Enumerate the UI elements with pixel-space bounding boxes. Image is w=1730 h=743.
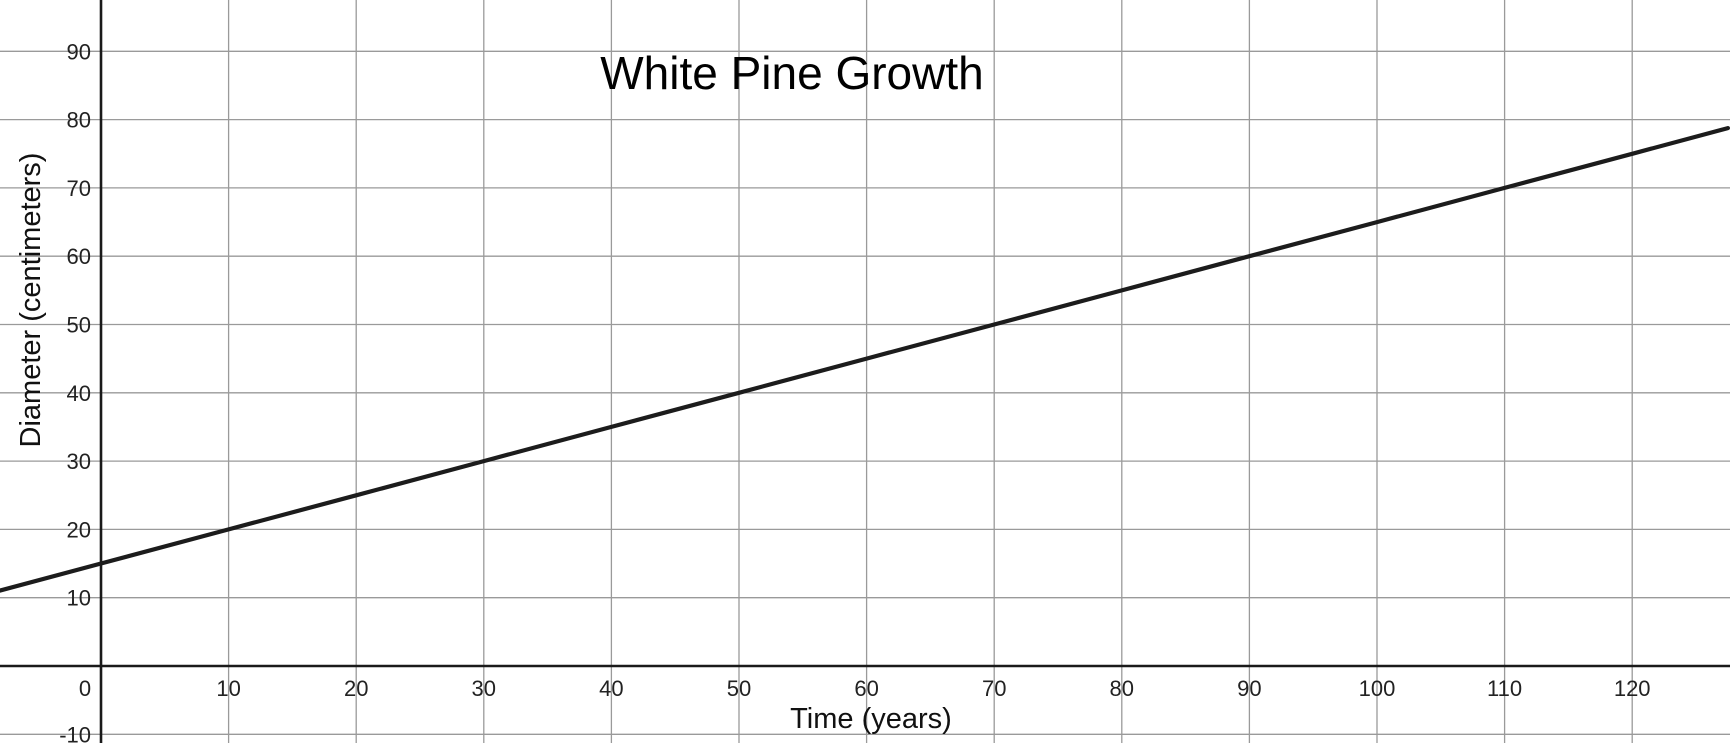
x-tick-label-0: 0	[79, 676, 91, 701]
vertical-gridlines	[227, 0, 1633, 743]
x-tick-label-30: 30	[472, 676, 496, 701]
x-tick-labels: 0 10 20 30 40 50 60 70 80 90 100 110 120	[79, 676, 1651, 701]
x-axis-title: Time (years)	[790, 703, 952, 735]
y-tick-label-50: 50	[67, 313, 91, 338]
horizontal-gridlines	[0, 50, 1730, 735]
chart-title: White Pine Growth	[600, 47, 983, 99]
x-tick-label-110: 110	[1487, 676, 1522, 701]
y-tick-label-40: 40	[67, 381, 91, 406]
x-tick-label-70: 70	[982, 676, 1006, 701]
y-tick-label-70: 70	[67, 176, 91, 201]
series-line-0	[0, 126, 1730, 593]
y-tick-label-60: 60	[67, 244, 91, 269]
x-tick-label-50: 50	[727, 676, 751, 701]
series-group	[0, 126, 1730, 593]
x-tick-label-80: 80	[1110, 676, 1134, 701]
y-tick-label-90: 90	[67, 39, 91, 64]
x-tick-label-60: 60	[854, 676, 878, 701]
y-tick-labels: -10 10 20 30 40 50 60 70 80 90	[59, 39, 91, 743]
x-tick-label-120: 120	[1614, 676, 1651, 701]
x-tick-label-90: 90	[1237, 676, 1261, 701]
y-axis-title: Diameter (centimeters)	[15, 153, 47, 448]
y-tick-label-30: 30	[67, 449, 91, 474]
x-tick-label-40: 40	[599, 676, 623, 701]
x-tick-label-10: 10	[216, 676, 240, 701]
y-tick-label--10: -10	[59, 722, 91, 743]
y-tick-label-20: 20	[67, 517, 91, 542]
x-tick-label-100: 100	[1359, 676, 1396, 701]
x-tick-label-20: 20	[344, 676, 368, 701]
y-tick-label-80: 80	[67, 108, 91, 133]
y-tick-label-10: 10	[67, 586, 91, 611]
